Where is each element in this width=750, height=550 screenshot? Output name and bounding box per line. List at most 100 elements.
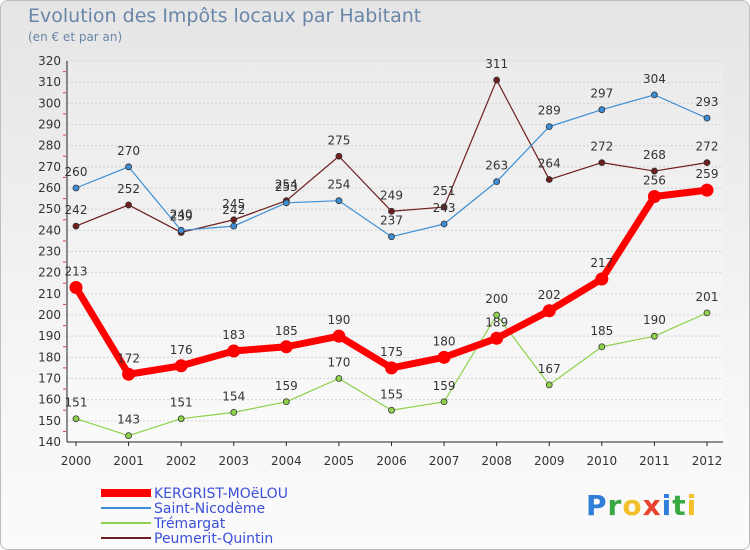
data-label: 256 <box>643 173 666 187</box>
data-label: 243 <box>433 201 456 215</box>
data-label: 154 <box>222 389 245 403</box>
data-label: 159 <box>275 379 298 393</box>
data-label: 200 <box>485 292 508 306</box>
data-point <box>598 343 606 351</box>
data-point <box>598 159 606 167</box>
logo-letter: r <box>607 489 623 522</box>
logo-letter: t <box>672 489 687 522</box>
data-label: 176 <box>170 343 193 357</box>
y-tick-label: 310 <box>38 75 61 89</box>
data-point <box>282 398 290 406</box>
data-point <box>703 114 711 122</box>
y-tick-label: 280 <box>38 139 61 153</box>
y-tick-label: 290 <box>38 118 61 132</box>
data-label: 185 <box>275 324 298 338</box>
data-label: 304 <box>643 72 666 86</box>
data-label: 167 <box>538 362 561 376</box>
y-tick-label: 150 <box>38 414 61 428</box>
y-tick-label: 230 <box>38 245 61 259</box>
data-point <box>72 415 80 423</box>
data-point <box>490 331 504 345</box>
y-tick-label: 270 <box>38 160 61 174</box>
data-point <box>125 163 132 171</box>
chart-title: Evolution des Impôts locaux par Habitant <box>28 5 422 27</box>
data-label: 183 <box>222 328 245 342</box>
y-tick-label: 240 <box>38 223 61 237</box>
data-point <box>174 359 188 373</box>
x-tick-label: 2002 <box>166 454 197 468</box>
data-point <box>388 406 395 414</box>
data-label: 239 <box>170 209 193 223</box>
x-tick-label: 2006 <box>376 454 407 468</box>
data-label: 143 <box>117 413 140 427</box>
data-point <box>598 106 606 114</box>
data-label: 275 <box>327 133 350 147</box>
data-point <box>595 272 609 286</box>
data-label: 190 <box>327 313 350 327</box>
y-tick-label: 300 <box>38 96 61 110</box>
data-label: 251 <box>433 184 456 198</box>
data-label: 217 <box>590 256 613 270</box>
data-point <box>440 203 448 211</box>
legend-label-2: Trémargat <box>153 516 226 532</box>
legend-label-1: Saint-Nicodème <box>154 501 265 517</box>
x-tick-label: 2010 <box>587 454 618 468</box>
data-point <box>703 309 711 317</box>
data-point <box>493 178 501 186</box>
data-point <box>493 76 501 84</box>
data-label: 240 <box>170 207 193 221</box>
data-label: 272 <box>696 140 719 154</box>
y-tick-label: 170 <box>38 372 61 386</box>
data-point <box>125 432 132 440</box>
data-point <box>647 189 661 203</box>
y-tick-label: 190 <box>38 329 61 343</box>
data-label: 268 <box>643 148 666 162</box>
proxiti-logo: Proxiti <box>586 489 697 522</box>
logo-letter: o <box>622 489 643 522</box>
data-label: 270 <box>117 144 140 158</box>
data-point <box>332 329 346 343</box>
data-point <box>388 207 395 215</box>
legend-label-0: KERGRIST-MOëLOU <box>154 486 288 502</box>
data-label: 213 <box>65 264 88 278</box>
data-point <box>440 220 448 228</box>
data-point <box>72 184 80 192</box>
data-label: 254 <box>327 178 350 192</box>
x-tick-label: 2009 <box>534 454 565 468</box>
data-point <box>700 183 714 197</box>
data-label: 155 <box>380 387 403 401</box>
data-label: 260 <box>65 165 88 179</box>
data-label: 237 <box>380 214 403 228</box>
y-tick-label: 250 <box>38 202 61 216</box>
data-label: 297 <box>590 87 613 101</box>
data-label: 201 <box>696 290 719 304</box>
x-tick-label: 2003 <box>218 454 249 468</box>
data-label: 252 <box>117 182 140 196</box>
x-tick-label: 2011 <box>639 454 670 468</box>
data-point <box>542 304 556 318</box>
x-tick-label: 2001 <box>113 454 144 468</box>
data-point <box>230 408 238 416</box>
x-tick-label: 2012 <box>692 454 723 468</box>
logo-letter: i <box>661 489 673 522</box>
data-label: 293 <box>696 95 719 109</box>
data-label: 253 <box>275 180 298 194</box>
data-label: 289 <box>538 104 561 118</box>
chart-subtitle: (en € et par an) <box>28 30 123 44</box>
data-point <box>227 344 241 358</box>
data-point <box>651 332 658 340</box>
data-label: 249 <box>380 188 403 202</box>
data-point <box>177 415 185 423</box>
data-label: 175 <box>380 345 403 359</box>
data-label: 202 <box>538 288 561 302</box>
data-point <box>125 201 132 209</box>
data-label: 185 <box>590 324 613 338</box>
y-tick-label: 140 <box>38 435 61 449</box>
data-label: 272 <box>590 140 613 154</box>
data-label: 151 <box>170 396 193 410</box>
data-label: 189 <box>485 315 508 329</box>
logo-letter: P <box>586 489 608 522</box>
data-point <box>279 340 293 354</box>
